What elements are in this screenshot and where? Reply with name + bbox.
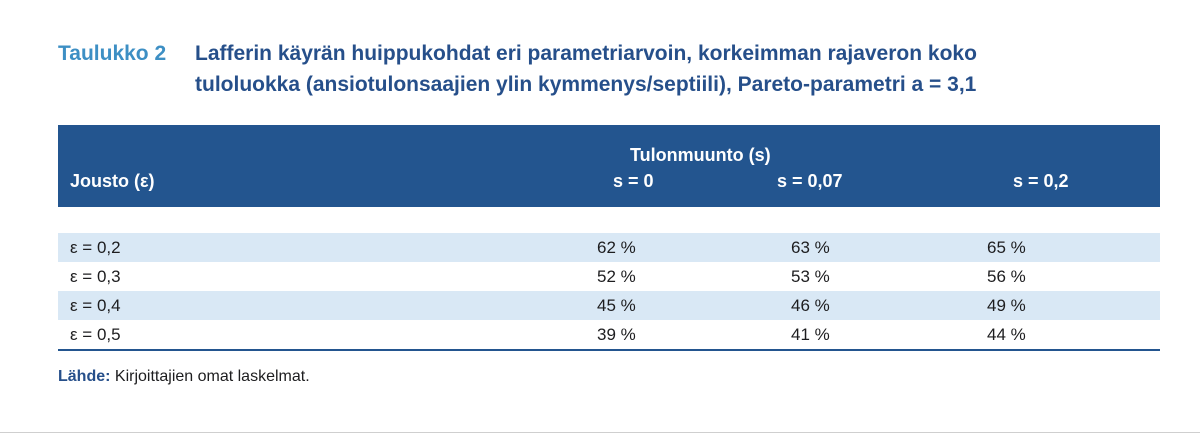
cell-s007: 63 % [791, 238, 830, 257]
cell-s0: 62 % [597, 238, 636, 257]
table-bottom-rule [58, 349, 1160, 351]
header-col-s007: s = 0,07 [777, 171, 843, 191]
cell-s02: 49 % [987, 296, 1026, 315]
source-text: Kirjoittajien omat laskelmat. [114, 368, 310, 385]
table-caption: Taulukko 2 Lafferin käyrän huippukohdat … [58, 38, 1168, 100]
cell-s0: 45 % [597, 296, 636, 315]
row-label: ε = 0,2 [70, 238, 121, 257]
row-label: ε = 0,4 [70, 296, 121, 315]
cell-s02: 56 % [987, 267, 1026, 286]
cell-s0: 52 % [597, 267, 636, 286]
cell-s007: 53 % [791, 267, 830, 286]
row-label: ε = 0,5 [70, 325, 121, 344]
cell-s02: 44 % [987, 325, 1026, 344]
table-row: ε = 0,4 45 % 46 % 49 % [58, 291, 1160, 320]
cell-s0: 39 % [597, 325, 636, 344]
table-row: ε = 0,2 62 % 63 % 65 % [58, 233, 1160, 262]
cell-s02: 65 % [987, 238, 1026, 257]
page-divider [0, 432, 1200, 433]
cell-s007: 41 % [791, 325, 830, 344]
header-group-label: Tulonmuunto (s) [630, 145, 771, 165]
cell-s007: 46 % [791, 296, 830, 315]
header-col-s02: s = 0,2 [1013, 171, 1069, 191]
data-table: Jousto (ε) Tulonmuunto (s) s = 0 s = 0,0… [58, 125, 1160, 351]
caption-label: Taulukko 2 [58, 42, 167, 65]
caption-title: Lafferin käyrän huippukohdat eri paramet… [195, 42, 977, 96]
table-row: ε = 0,5 39 % 41 % 44 % [58, 320, 1160, 349]
header-spacer [58, 207, 1160, 233]
header-row-label: Jousto (ε) [70, 171, 155, 191]
source-note: Lähde: Kirjoittajien omat laskelmat. [58, 366, 310, 388]
row-label: ε = 0,3 [70, 267, 121, 286]
table-row: ε = 0,3 52 % 53 % 56 % [58, 262, 1160, 291]
table-header: Jousto (ε) Tulonmuunto (s) s = 0 s = 0,0… [58, 125, 1160, 207]
header-col-s0: s = 0 [613, 171, 654, 191]
source-label: Lähde: [58, 368, 111, 385]
